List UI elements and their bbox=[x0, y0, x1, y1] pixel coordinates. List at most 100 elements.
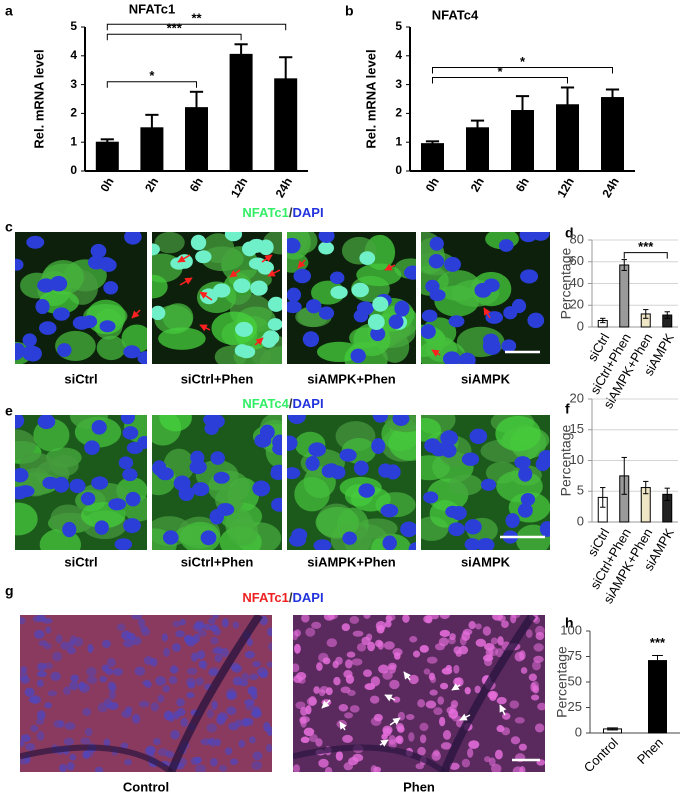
nucleus bbox=[533, 643, 544, 652]
nucleus bbox=[162, 685, 170, 693]
nucleus bbox=[485, 311, 504, 324]
significance-bracket bbox=[106, 23, 287, 31]
nucleus bbox=[383, 641, 395, 650]
nucleus bbox=[47, 690, 58, 697]
nucleus bbox=[309, 733, 318, 743]
nucleus bbox=[246, 638, 253, 647]
arrow bbox=[199, 291, 213, 301]
nucleus bbox=[295, 701, 306, 710]
arrow bbox=[321, 699, 331, 709]
nucleus bbox=[238, 739, 246, 748]
nucleus bbox=[305, 455, 320, 471]
cytoplasm bbox=[154, 232, 185, 254]
nucleus bbox=[172, 620, 181, 628]
nucleus bbox=[409, 636, 418, 643]
nucleus bbox=[96, 256, 115, 270]
nucleus bbox=[15, 415, 25, 429]
panel-label: d bbox=[565, 225, 574, 241]
nucleus bbox=[36, 670, 47, 678]
image-caption: siAMPK bbox=[461, 371, 511, 386]
nucleus bbox=[318, 306, 335, 320]
nucleus bbox=[377, 640, 384, 650]
arrow bbox=[379, 739, 389, 747]
y-tick-label: 10 bbox=[570, 452, 584, 467]
nucleus bbox=[449, 633, 456, 641]
cytoplasm bbox=[121, 324, 147, 353]
nucleus bbox=[28, 696, 39, 704]
nucleus bbox=[82, 707, 92, 717]
nucleus bbox=[494, 749, 503, 760]
nucleus bbox=[90, 243, 107, 259]
nucleus bbox=[272, 434, 282, 451]
nucleus bbox=[178, 486, 195, 501]
nucleus bbox=[475, 623, 482, 630]
arrow bbox=[499, 704, 507, 716]
nucleus bbox=[352, 753, 364, 762]
nucleus bbox=[200, 738, 212, 746]
micrograph bbox=[287, 232, 416, 364]
nucleus bbox=[400, 521, 416, 538]
nucleus bbox=[287, 237, 301, 254]
nucleus bbox=[267, 627, 272, 637]
nucleus bbox=[419, 734, 427, 744]
nucleus bbox=[372, 296, 389, 312]
nucleus bbox=[469, 428, 488, 444]
tissue-fold bbox=[167, 615, 263, 772]
nucleus bbox=[103, 738, 111, 747]
nucleus bbox=[425, 615, 433, 624]
nucleus bbox=[123, 518, 141, 534]
nucleus bbox=[22, 345, 37, 361]
y-tick-label: 75 bbox=[568, 648, 582, 663]
significance-bracket bbox=[623, 252, 668, 259]
arrow bbox=[384, 694, 396, 702]
nucleus bbox=[237, 345, 256, 359]
nucleus bbox=[532, 660, 541, 671]
cytoplasm bbox=[50, 504, 86, 534]
nucleus bbox=[208, 669, 218, 677]
y-tick-label: 0 bbox=[70, 163, 77, 177]
nucleus bbox=[464, 686, 471, 695]
image-caption: siAMPK bbox=[461, 554, 511, 569]
nucleus bbox=[439, 615, 450, 620]
nucleus bbox=[259, 424, 275, 440]
nucleus bbox=[488, 691, 497, 702]
x-tick-label: 6h bbox=[187, 175, 206, 194]
cytoplasm bbox=[15, 502, 38, 536]
nucleus bbox=[172, 643, 181, 652]
nucleus bbox=[43, 662, 54, 669]
significance-label: * bbox=[520, 54, 526, 69]
nucleus bbox=[445, 505, 461, 518]
nucleus bbox=[318, 689, 326, 697]
nucleus bbox=[439, 629, 451, 637]
micrograph bbox=[20, 615, 272, 772]
nucleus bbox=[70, 674, 79, 683]
nucleus bbox=[439, 716, 446, 727]
cytoplasm bbox=[294, 476, 330, 512]
nucleus bbox=[385, 464, 401, 480]
nucleus bbox=[518, 743, 527, 751]
nucleus bbox=[126, 441, 144, 455]
nucleus bbox=[226, 688, 237, 698]
nucleus bbox=[417, 746, 426, 756]
stain-part: NFATc1 bbox=[242, 590, 288, 605]
nucleus bbox=[339, 448, 357, 462]
nucleus bbox=[36, 615, 46, 622]
nucleus bbox=[91, 476, 109, 490]
nucleus bbox=[152, 305, 166, 321]
nucleus bbox=[206, 709, 214, 719]
y-axis-label: Rel. mRNA level bbox=[363, 49, 378, 148]
arrow bbox=[297, 259, 306, 269]
nucleus bbox=[226, 706, 237, 715]
nucleus bbox=[519, 650, 526, 661]
nucleus bbox=[266, 661, 272, 668]
micrograph bbox=[421, 232, 550, 364]
nucleus bbox=[251, 760, 263, 770]
nucleus bbox=[482, 337, 501, 354]
nucleus bbox=[537, 702, 545, 711]
nucleus bbox=[186, 692, 195, 699]
nucleus bbox=[20, 734, 31, 743]
arrow bbox=[384, 263, 396, 271]
micrograph bbox=[15, 232, 147, 364]
nucleus bbox=[385, 620, 392, 628]
nucleus bbox=[69, 681, 79, 691]
